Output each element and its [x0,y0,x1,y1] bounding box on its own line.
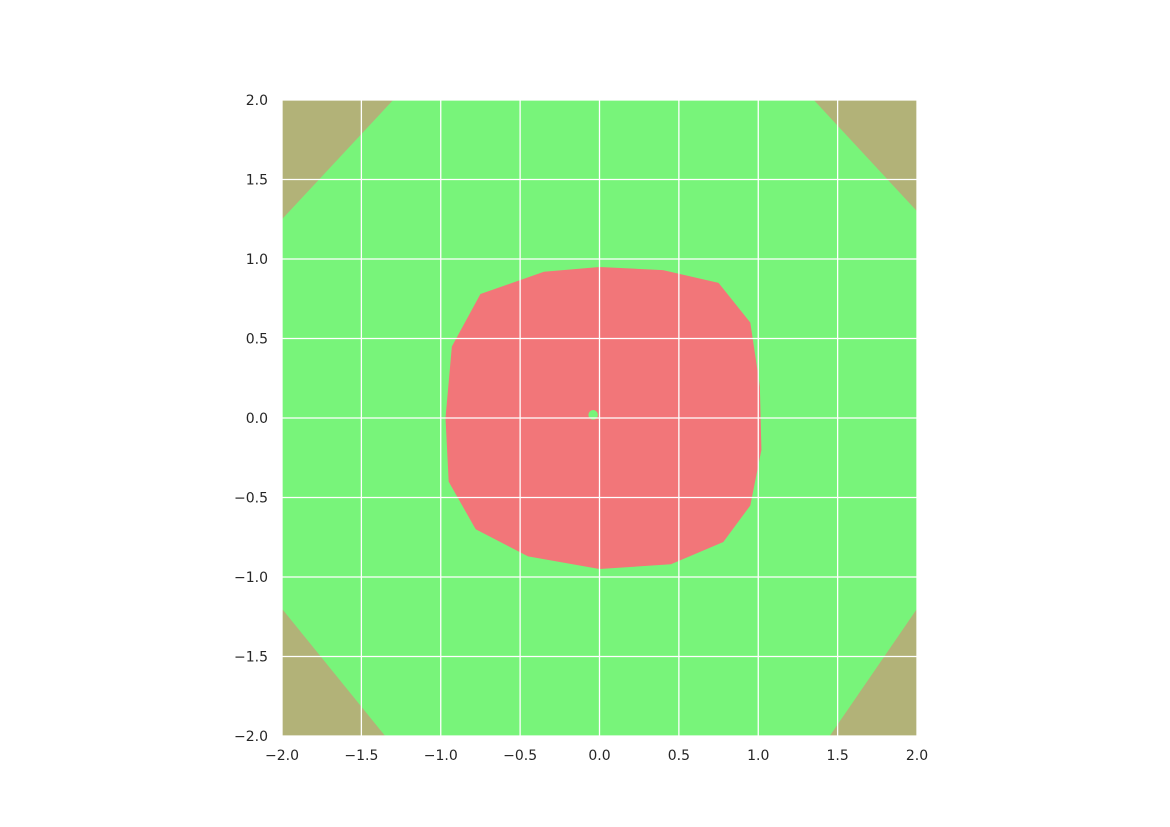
x-tick-label: 2.0 [906,748,928,764]
y-tick-label: −1.5 [234,650,268,666]
y-tick-label: 1.0 [246,252,268,268]
y-tick-label: 2.0 [246,93,268,109]
y-tick-label: −0.5 [234,491,268,507]
y-tick-label: 0.5 [246,332,268,348]
y-tick-label: −2.0 [234,729,268,745]
x-tick-label: −0.5 [503,748,537,764]
plot-area [282,100,917,736]
y-tick-label: −1.0 [234,570,268,586]
y-tick-label: 1.5 [246,173,268,189]
y-axis-ticks: −2.0 −1.5 −1.0 −0.5 0.0 0.5 1.0 1.5 2.0 [234,93,268,745]
x-tick-label: −2.0 [265,748,299,764]
y-tick-label: 0.0 [246,411,268,427]
x-tick-label: 1.5 [826,748,848,764]
x-axis-ticks: −2.0 −1.5 −1.0 −0.5 0.0 0.5 1.0 1.5 2.0 [265,748,928,764]
x-tick-label: −1.0 [424,748,458,764]
x-tick-label: −1.5 [344,748,378,764]
x-tick-label: 0.0 [588,748,610,764]
x-tick-label: 1.0 [747,748,769,764]
x-tick-label: 0.5 [668,748,690,764]
